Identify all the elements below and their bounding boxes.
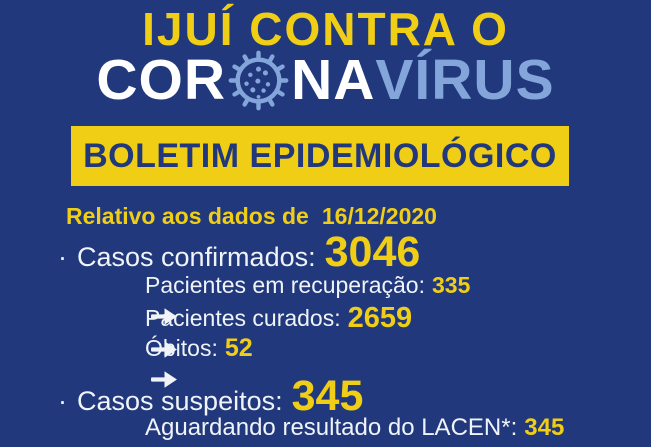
breakdown-row-recovering: Pacientes em recuperação: 335 — [113, 272, 471, 325]
page-title-line1: IJUÍ CONTRA O — [142, 3, 509, 55]
bullet-icon: · — [58, 242, 67, 272]
confirmed-cases-row: · Casos confirmados: 3046 — [58, 228, 420, 277]
breakdown-row-deaths: Óbitos: 52 — [113, 334, 253, 388]
breakdown-label: Óbitos: — [145, 335, 218, 361]
suspected-cases-label: Casos suspeitos: — [77, 386, 283, 416]
breakdown-row-cured: Pacientes curados: 2659 — [113, 302, 413, 358]
breakdown-value: 52 — [224, 334, 253, 362]
suspected-cases-value: 345 — [291, 372, 364, 420]
pending-label: Aguardando resultado do LACEN*: — [145, 414, 518, 441]
bullet-icon: · — [58, 386, 67, 416]
breakdown-value: 2659 — [347, 302, 413, 334]
breakdown-label: Pacientes curados: — [145, 305, 341, 331]
banner-label: BOLETIM EPIDEMIOLÓGICO — [83, 136, 557, 175]
title-part-na: NA — [291, 48, 376, 112]
arrow-right-icon — [113, 277, 178, 325]
report-date-line: Relativo aos dados de 16/12/2020 — [66, 203, 437, 230]
arrow-right-icon — [113, 340, 178, 388]
date-prefix: Relativo aos dados de — [66, 203, 309, 229]
pending-value: 345 — [524, 414, 565, 441]
title-part-virus: VÍRUS — [375, 48, 555, 112]
arrow-right-icon — [113, 420, 140, 437]
title-part-cor: COR — [96, 48, 227, 112]
page-title-line2: COR — [0, 47, 651, 113]
pending-lacen-row: Aguardando resultado do LACEN*: 345 — [113, 414, 564, 442]
breakdown-value: 335 — [432, 272, 471, 298]
confirmed-cases-value: 3046 — [324, 228, 421, 276]
bulletin-banner: BOLETIM EPIDEMIOLÓGICO — [71, 126, 569, 186]
suspected-cases-row: · Casos suspeitos: 345 — [58, 372, 363, 421]
arrow-right-icon — [113, 310, 178, 358]
coronavirus-icon — [227, 49, 290, 112]
confirmed-cases-label: Casos confirmados: — [77, 242, 316, 272]
breakdown-label: Pacientes em recuperação: — [145, 272, 425, 298]
date-value: 16/12/2020 — [321, 203, 437, 229]
